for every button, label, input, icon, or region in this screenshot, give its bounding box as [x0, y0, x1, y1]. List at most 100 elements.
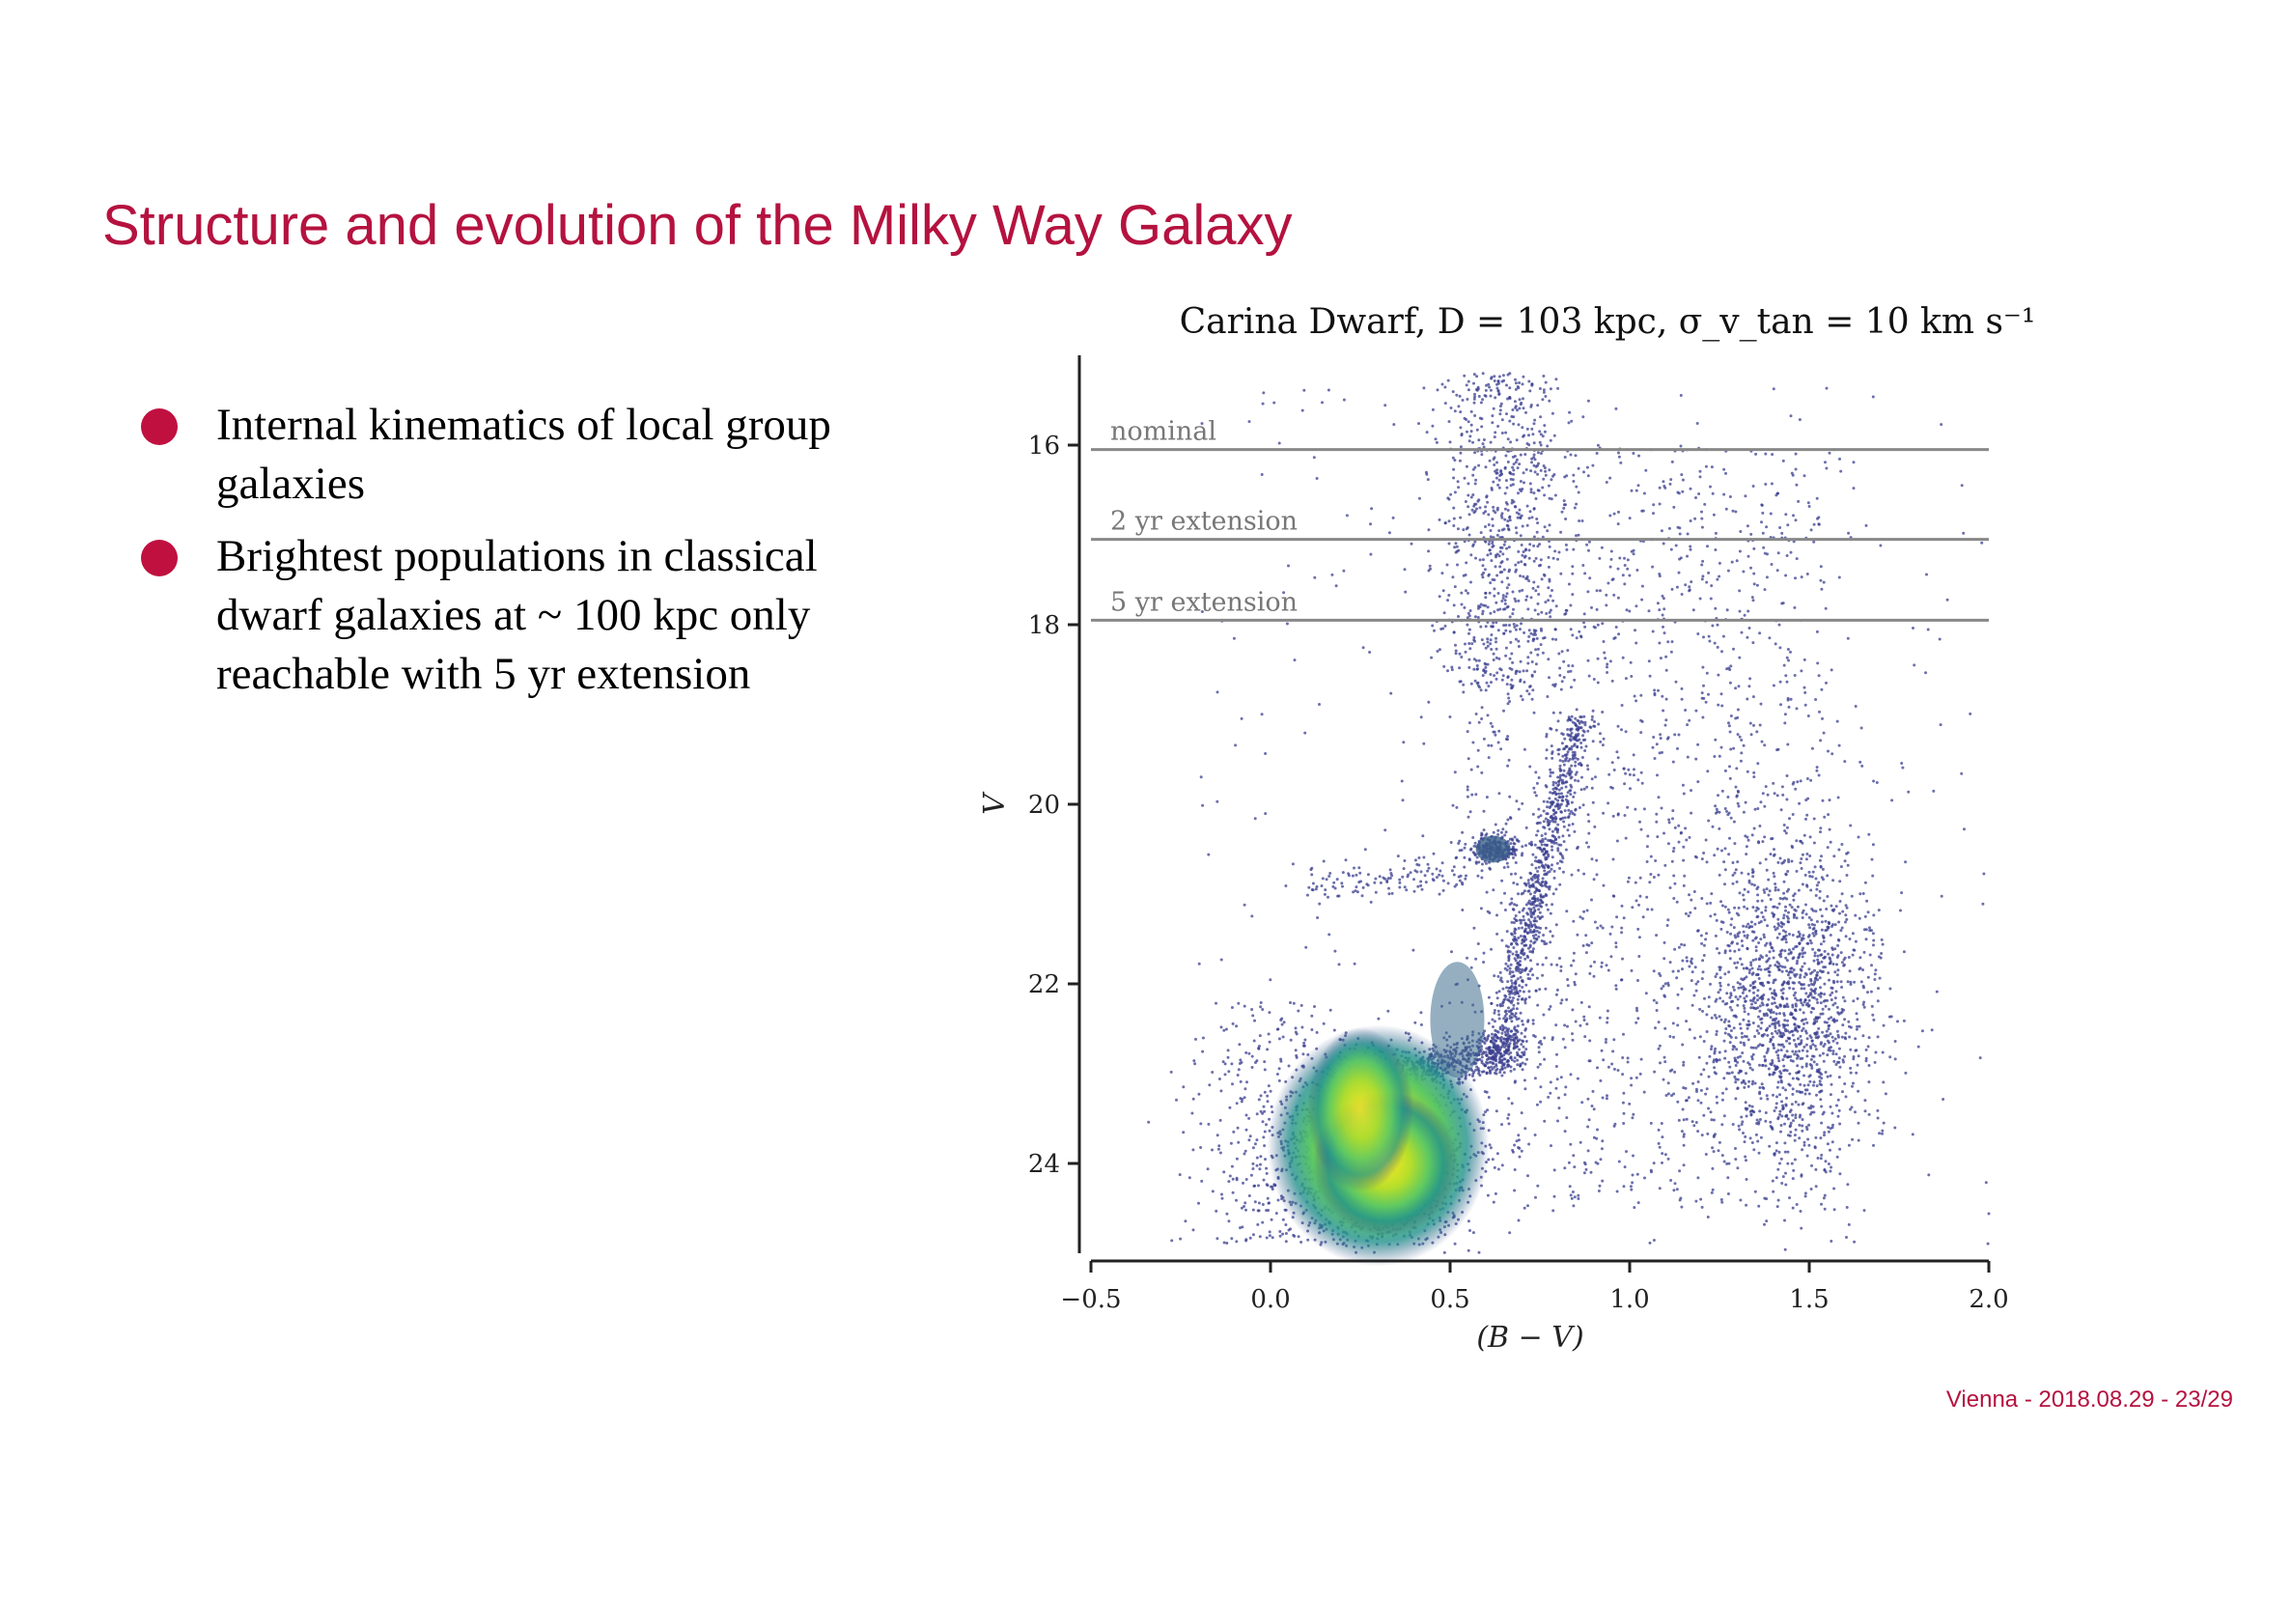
data-point — [1564, 775, 1567, 778]
data-point — [1467, 1249, 1470, 1252]
data-point — [1783, 1123, 1786, 1126]
data-point — [1486, 1062, 1489, 1065]
data-point — [1846, 874, 1849, 877]
data-point — [1736, 860, 1739, 863]
data-point — [1843, 964, 1846, 966]
data-point — [1773, 1044, 1775, 1047]
data-point — [1739, 1022, 1742, 1025]
data-point — [1801, 867, 1803, 870]
data-point — [1761, 900, 1764, 903]
data-point — [1763, 1055, 1766, 1058]
data-point — [1306, 894, 1309, 897]
data-point — [1299, 1241, 1302, 1244]
data-point — [1830, 998, 1833, 1001]
data-point — [1805, 1032, 1808, 1035]
data-point — [1815, 998, 1818, 1001]
data-point — [1796, 870, 1799, 873]
data-point — [1501, 1004, 1504, 1007]
data-point — [1828, 1131, 1830, 1134]
data-point — [1873, 978, 1876, 981]
data-point — [1772, 782, 1774, 785]
data-point — [1498, 1071, 1501, 1074]
data-point — [1807, 967, 1810, 970]
data-point — [1802, 934, 1804, 937]
data-point — [1787, 983, 1790, 986]
data-point — [1527, 947, 1530, 950]
data-point — [1784, 1151, 1787, 1154]
data-point — [1534, 844, 1537, 847]
data-point — [1772, 1019, 1774, 1022]
data-point — [1757, 1032, 1760, 1035]
data-point — [1758, 1010, 1761, 1013]
data-point — [1538, 776, 1541, 779]
data-point — [1357, 866, 1360, 869]
data-point — [1847, 1021, 1850, 1023]
data-point — [1754, 1007, 1757, 1010]
data-point — [1851, 895, 1854, 898]
data-point — [1759, 1118, 1762, 1121]
data-point — [1837, 1115, 1840, 1118]
data-point — [1773, 957, 1775, 960]
data-point — [1756, 1140, 1759, 1143]
data-point — [1563, 764, 1566, 767]
data-point — [1511, 989, 1514, 992]
data-point — [1867, 976, 1870, 979]
data-point — [1543, 848, 1546, 851]
data-point — [1499, 979, 1502, 982]
data-point — [1794, 1113, 1797, 1116]
data-point — [1531, 973, 1534, 976]
data-point — [1774, 1022, 1777, 1024]
data-point — [1304, 946, 1307, 949]
data-point — [1837, 1099, 1840, 1102]
data-point — [1413, 890, 1416, 893]
data-point — [1779, 1076, 1782, 1078]
data-point — [1327, 875, 1330, 878]
data-point — [1795, 1129, 1798, 1132]
data-point — [1489, 1072, 1492, 1075]
data-point — [1526, 973, 1529, 976]
data-point — [1756, 973, 1759, 976]
data-point — [1840, 980, 1843, 983]
data-point — [1821, 920, 1824, 923]
data-point — [1791, 1030, 1794, 1033]
data-point — [1748, 1105, 1751, 1107]
data-point — [1848, 956, 1851, 959]
data-point — [1820, 1203, 1823, 1206]
data-point — [1816, 1084, 1819, 1087]
data-point — [1816, 1063, 1819, 1066]
data-point — [1733, 872, 1736, 875]
data-point — [1741, 1120, 1744, 1123]
data-point — [1834, 1038, 1837, 1041]
data-point — [1592, 740, 1595, 742]
data-point — [1802, 1118, 1804, 1121]
data-point — [1441, 861, 1444, 864]
data-point — [1869, 954, 1872, 957]
data-point — [1817, 963, 1820, 966]
data-point — [1807, 984, 1810, 987]
data-point — [1577, 729, 1579, 732]
data-point — [1702, 970, 1705, 973]
data-point — [1744, 1035, 1746, 1038]
data-point — [1815, 878, 1818, 881]
data-point — [1568, 824, 1571, 826]
data-point — [1764, 944, 1767, 947]
data-point — [1727, 1061, 1730, 1064]
data-point — [1769, 1040, 1772, 1043]
data-point — [1832, 1050, 1835, 1052]
data-point — [1433, 853, 1436, 855]
data-point — [1521, 970, 1523, 973]
data-point — [1504, 909, 1507, 911]
data-point — [1883, 1122, 1886, 1125]
data-point — [1535, 938, 1538, 940]
data-point — [1779, 857, 1782, 860]
data-point — [1819, 859, 1822, 862]
data-point — [1486, 1038, 1489, 1041]
data-point — [1459, 849, 1462, 852]
data-point — [1777, 1044, 1780, 1047]
data-point — [1785, 1040, 1788, 1043]
data-point — [1504, 1031, 1507, 1034]
data-point — [1747, 1080, 1750, 1083]
data-point — [1322, 877, 1325, 880]
data-point — [1843, 1018, 1846, 1021]
data-point — [1792, 1119, 1795, 1122]
